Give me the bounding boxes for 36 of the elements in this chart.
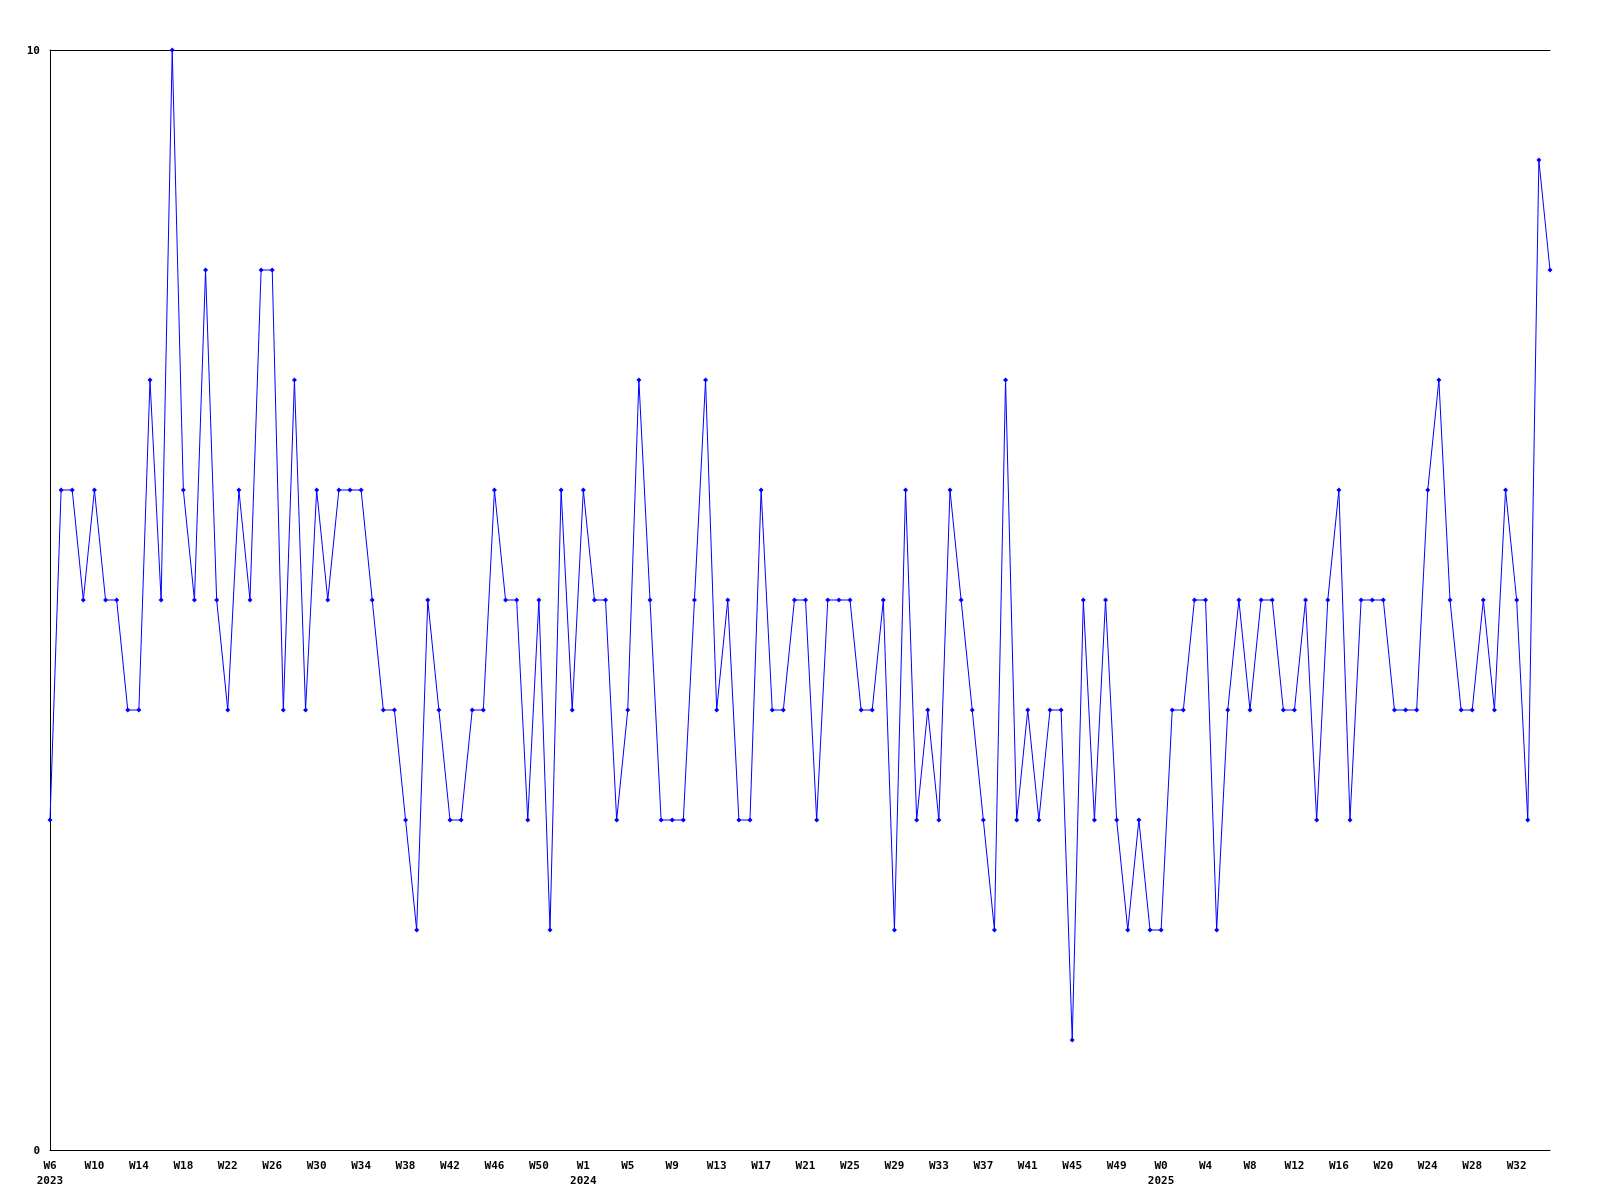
x-tick-label: W45 bbox=[1062, 1159, 1083, 1172]
x-tick-label: W8 bbox=[1243, 1159, 1257, 1172]
x-tick-label: W6 2023 bbox=[36, 1159, 64, 1187]
x-tick-label: W46 bbox=[484, 1159, 505, 1172]
x-tick-label: W41 bbox=[1017, 1159, 1039, 1172]
x-tick-label: W22 bbox=[217, 1159, 238, 1172]
x-tick-label: W9 bbox=[665, 1159, 679, 1172]
x-tick-label: W21 bbox=[795, 1159, 816, 1172]
x-tick-label: W29 bbox=[884, 1159, 905, 1172]
x-tick-label: W26 bbox=[262, 1159, 283, 1172]
x-tick-label: W34 bbox=[351, 1159, 372, 1172]
x-tick-label: W38 bbox=[395, 1159, 416, 1172]
x-tick-label: W5 bbox=[621, 1159, 635, 1172]
y-tick-label: 0 bbox=[33, 1143, 40, 1157]
x-tick-label: W25 bbox=[840, 1159, 860, 1172]
x-tick-label: W4 bbox=[1198, 1159, 1213, 1172]
x-tick-label: W30 bbox=[306, 1159, 327, 1172]
x-tick-label: W50 bbox=[528, 1159, 549, 1172]
x-tick-label: W12 bbox=[1284, 1159, 1305, 1172]
y-tick-label: 10 bbox=[26, 43, 40, 57]
x-tick-label: W16 bbox=[1328, 1159, 1350, 1172]
x-tick-label: W37 bbox=[973, 1159, 994, 1172]
x-tick-label: W42 bbox=[440, 1159, 460, 1172]
x-tick-label: W28 bbox=[1462, 1159, 1483, 1172]
x-tick-label: W0 2025 bbox=[1147, 1159, 1175, 1187]
x-tick-label: W1 2024 bbox=[570, 1159, 597, 1187]
x-tick-label: W14 bbox=[128, 1159, 150, 1172]
x-tick-label: W24 bbox=[1417, 1159, 1439, 1172]
x-tick-label: W49 bbox=[1106, 1159, 1127, 1172]
x-tick-label: W10 bbox=[84, 1159, 105, 1172]
x-tick-label: W33 bbox=[928, 1159, 949, 1172]
x-tick-label: W13 bbox=[706, 1159, 727, 1172]
x-tick-label: W18 bbox=[173, 1159, 194, 1172]
x-tick-label: W20 bbox=[1373, 1159, 1394, 1172]
x-tick-label: W17 bbox=[751, 1159, 772, 1172]
x-tick-label: W32 bbox=[1506, 1159, 1527, 1172]
